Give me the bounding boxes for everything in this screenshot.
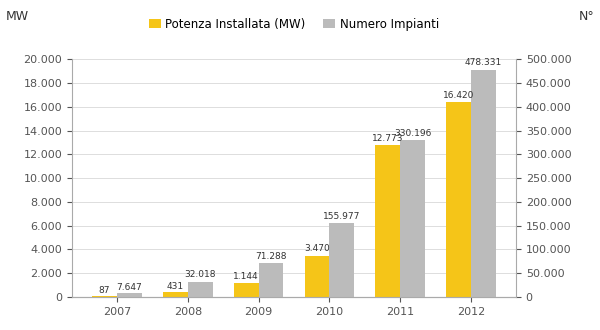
Bar [446,102,471,297]
Bar [163,292,188,297]
Bar [376,145,400,297]
Text: 3.470: 3.470 [304,245,330,253]
Text: 71.288: 71.288 [255,252,287,261]
Text: 7.647: 7.647 [116,283,142,292]
Bar [305,256,329,297]
Text: 155.977: 155.977 [323,212,361,220]
Text: 431: 431 [167,282,184,291]
Text: 87: 87 [99,286,110,295]
Text: 1.144: 1.144 [233,272,259,281]
Bar [471,70,496,297]
Bar [259,263,283,297]
Bar [234,283,259,297]
Text: 478.331: 478.331 [465,58,502,67]
Text: 16.420: 16.420 [443,90,475,100]
Text: 330.196: 330.196 [394,129,431,138]
Bar [92,296,117,297]
Legend: Potenza Installata (MW), Numero Impianti: Potenza Installata (MW), Numero Impianti [144,13,444,36]
Bar [117,293,142,297]
Text: 12.773: 12.773 [372,134,404,143]
Text: N°: N° [578,10,594,23]
Bar [188,282,212,297]
Text: 32.018: 32.018 [184,270,216,280]
Text: MW: MW [6,10,29,23]
Bar [400,140,425,297]
Bar [329,223,354,297]
